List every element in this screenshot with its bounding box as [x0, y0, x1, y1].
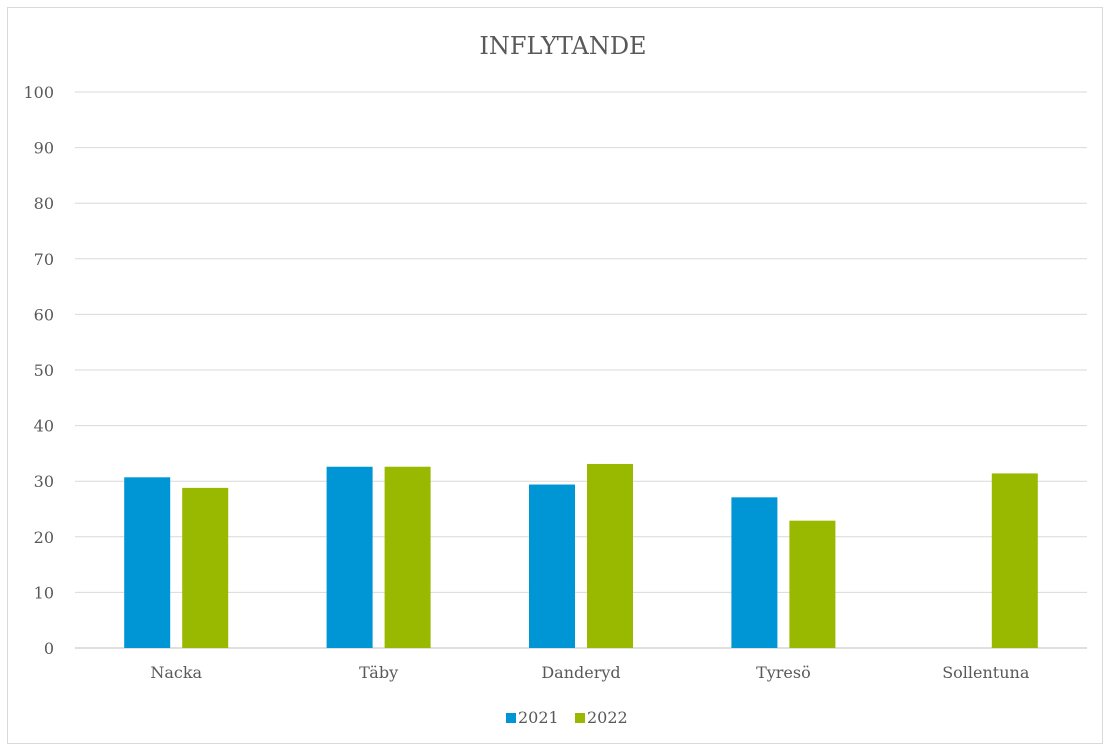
y-tick-label: 70 — [34, 250, 54, 269]
x-category-label: Nacka — [150, 663, 202, 682]
y-tick-label: 60 — [34, 305, 54, 324]
y-tick-label: 100 — [23, 83, 54, 102]
y-tick-label: 20 — [34, 528, 54, 547]
bar-täby-2022 — [384, 466, 431, 648]
chart-title: INFLYTANDE — [479, 32, 646, 60]
bar-tyresö-2021 — [731, 497, 778, 648]
x-category-label: Sollentuna — [942, 663, 1030, 682]
x-category-label: Täby — [359, 663, 398, 682]
y-tick-label: 10 — [34, 583, 54, 602]
y-tick-label: 80 — [34, 194, 54, 213]
y-tick-label: 90 — [34, 139, 54, 158]
bar-nacka-2022 — [182, 487, 229, 648]
legend-swatch-2022 — [575, 713, 585, 723]
legend-label: 2021 — [518, 708, 559, 727]
bar-sollentuna-2022 — [991, 473, 1038, 648]
legend-label: 2022 — [587, 708, 628, 727]
bar-danderyd-2022 — [587, 463, 633, 648]
bar-tyresö-2022 — [789, 520, 836, 648]
x-category-label: Danderyd — [541, 663, 620, 682]
bar-danderyd-2021 — [529, 484, 575, 648]
bar-täby-2021 — [326, 466, 373, 648]
x-category-label: Tyresö — [756, 663, 811, 682]
y-tick-label: 40 — [34, 417, 54, 436]
y-tick-label: 0 — [44, 639, 54, 658]
y-tick-label: 30 — [34, 472, 54, 491]
legend-swatch-2021 — [506, 713, 516, 723]
bar-nacka-2021 — [124, 477, 171, 648]
y-tick-label: 50 — [34, 361, 54, 380]
